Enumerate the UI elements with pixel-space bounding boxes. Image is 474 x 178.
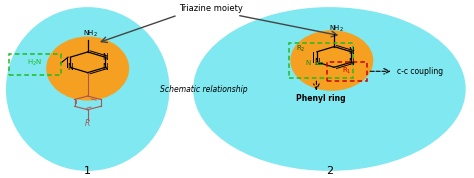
Text: H$_2$N: H$_2$N	[27, 58, 42, 68]
Ellipse shape	[193, 7, 465, 171]
Text: 2: 2	[326, 166, 333, 176]
Text: N: N	[348, 58, 354, 67]
Ellipse shape	[46, 36, 129, 101]
Text: R$_2$: R$_2$	[296, 44, 306, 54]
Text: R: R	[85, 119, 91, 128]
Text: N: N	[348, 47, 354, 56]
Text: NH$_2$: NH$_2$	[329, 24, 344, 34]
Text: Triazine moiety: Triazine moiety	[179, 4, 243, 12]
Text: N: N	[102, 63, 108, 72]
Text: N: N	[305, 60, 311, 66]
Text: N: N	[314, 58, 320, 67]
Text: R$_1$: R$_1$	[342, 66, 352, 76]
Text: Phenyl ring: Phenyl ring	[296, 94, 346, 103]
Text: N: N	[102, 53, 108, 62]
Text: 1: 1	[84, 166, 91, 176]
Text: N: N	[68, 63, 73, 72]
Text: NH$_2$: NH$_2$	[82, 29, 98, 39]
Text: c-c coupling: c-c coupling	[397, 67, 443, 76]
Text: Schematic relationship: Schematic relationship	[160, 85, 247, 93]
Ellipse shape	[290, 30, 373, 91]
Ellipse shape	[6, 7, 169, 171]
